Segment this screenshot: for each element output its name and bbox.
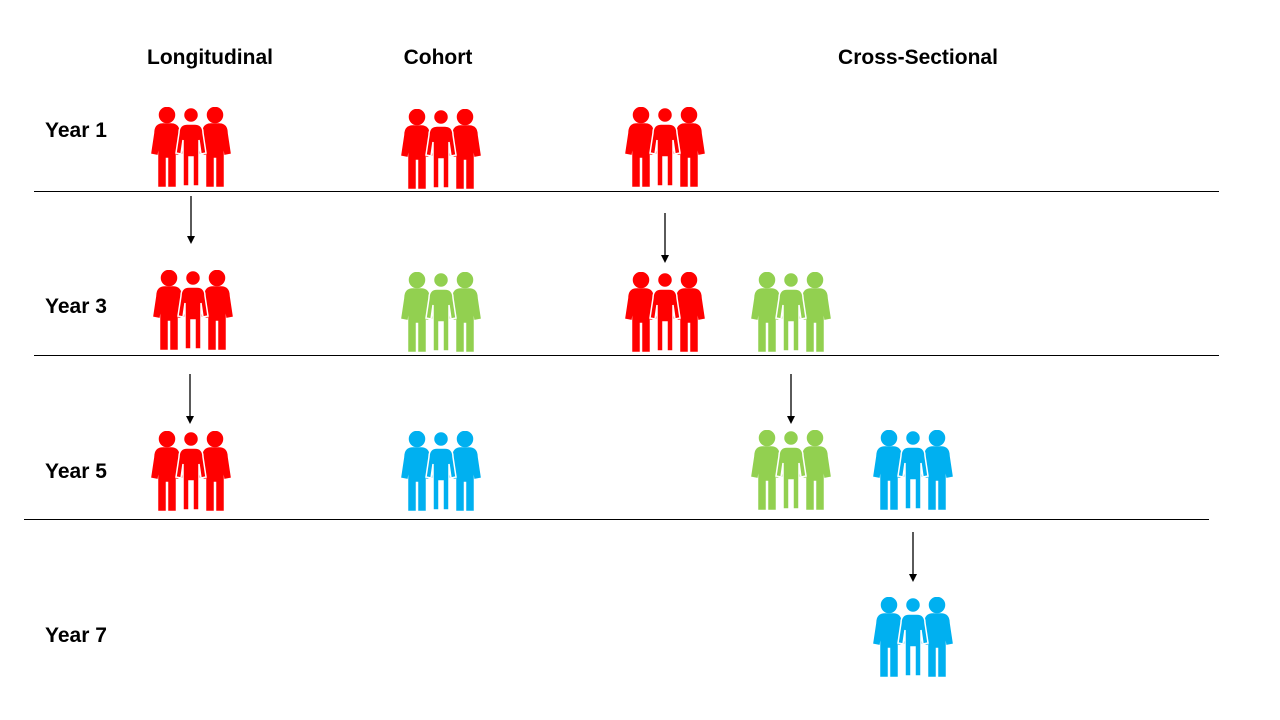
row-divider-3	[24, 519, 1209, 520]
people-group-icon	[147, 107, 235, 187]
row-label-year-5: Year 5	[45, 460, 107, 483]
people-group-icon	[621, 272, 709, 352]
people-group-icon	[747, 272, 835, 352]
people-group-icon	[397, 272, 485, 352]
arrow-down-icon	[786, 374, 796, 424]
row-label-year-1: Year 1	[45, 119, 107, 142]
people-group-icon	[147, 431, 235, 511]
column-header-cohort: Cohort	[403, 46, 473, 69]
row-divider-1	[34, 191, 1219, 192]
people-group-icon	[397, 109, 485, 189]
arrow-down-icon	[185, 374, 195, 424]
row-label-year-3: Year 3	[45, 295, 107, 318]
people-group-icon	[397, 431, 485, 511]
column-header-longitudinal: Longitudinal	[147, 46, 273, 69]
people-group-icon	[149, 270, 237, 350]
arrow-down-icon	[186, 196, 196, 244]
row-divider-2	[34, 355, 1219, 356]
people-group-icon	[747, 430, 835, 510]
people-group-icon	[869, 430, 957, 510]
people-group-icon	[869, 597, 957, 677]
row-label-year-7: Year 7	[45, 624, 107, 647]
arrow-down-icon	[660, 213, 670, 263]
column-header-cross-sectional: Cross-Sectional	[838, 46, 998, 69]
arrow-down-icon	[908, 532, 918, 582]
people-group-icon	[621, 107, 709, 187]
